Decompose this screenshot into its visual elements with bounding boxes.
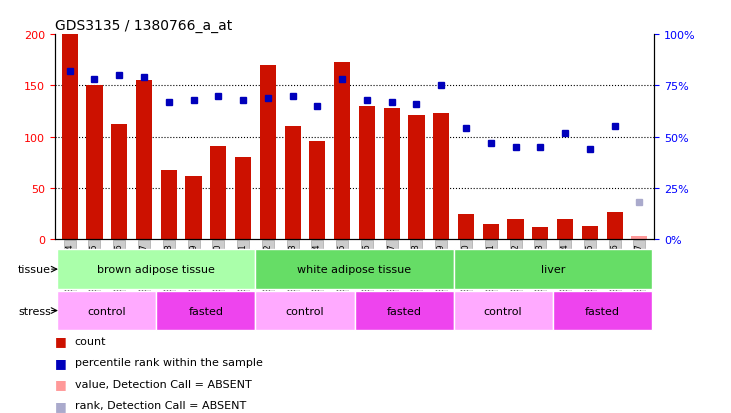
Bar <box>632 237 648 240</box>
Bar <box>607 213 623 240</box>
Bar <box>355 291 454 330</box>
Text: brown adipose tissue: brown adipose tissue <box>97 264 216 275</box>
Text: control: control <box>88 306 126 316</box>
Bar <box>582 226 598 240</box>
Bar <box>255 291 355 330</box>
Bar <box>454 291 553 330</box>
Bar <box>433 114 450 240</box>
Text: stress: stress <box>18 306 51 316</box>
Bar <box>482 224 499 240</box>
Bar <box>334 63 350 240</box>
Bar <box>553 291 652 330</box>
Bar <box>86 86 102 240</box>
Bar <box>557 219 573 240</box>
Text: value, Detection Call = ABSENT: value, Detection Call = ABSENT <box>75 379 251 389</box>
Bar <box>57 291 156 330</box>
Bar <box>255 250 454 289</box>
Bar <box>260 66 276 240</box>
Bar <box>186 176 202 240</box>
Text: tissue: tissue <box>18 264 51 275</box>
Text: ■: ■ <box>55 334 67 347</box>
Text: fasted: fasted <box>189 306 224 316</box>
Text: fasted: fasted <box>585 306 620 316</box>
Text: ■: ■ <box>55 356 67 369</box>
Bar <box>111 125 127 240</box>
Text: liver: liver <box>540 264 565 275</box>
Bar <box>136 81 152 240</box>
Bar <box>61 35 77 240</box>
Text: GDS3135 / 1380766_a_at: GDS3135 / 1380766_a_at <box>55 19 232 33</box>
Bar <box>409 116 425 240</box>
Text: ■: ■ <box>55 399 67 412</box>
Bar <box>359 107 375 240</box>
Bar <box>156 291 255 330</box>
Text: fasted: fasted <box>387 306 422 316</box>
Text: control: control <box>286 306 325 316</box>
Bar <box>384 109 400 240</box>
Bar <box>284 127 300 240</box>
Text: count: count <box>75 336 106 346</box>
Text: rank, Detection Call = ABSENT: rank, Detection Call = ABSENT <box>75 400 246 410</box>
Bar <box>454 250 652 289</box>
Bar <box>532 227 548 240</box>
Text: white adipose tissue: white adipose tissue <box>298 264 412 275</box>
Text: percentile rank within the sample: percentile rank within the sample <box>75 357 262 367</box>
Text: control: control <box>484 306 523 316</box>
Bar <box>458 214 474 240</box>
Bar <box>57 250 255 289</box>
Text: ■: ■ <box>55 377 67 390</box>
Bar <box>235 158 251 240</box>
Bar <box>161 171 177 240</box>
Bar <box>309 141 325 240</box>
Bar <box>507 219 523 240</box>
Bar <box>211 147 227 240</box>
